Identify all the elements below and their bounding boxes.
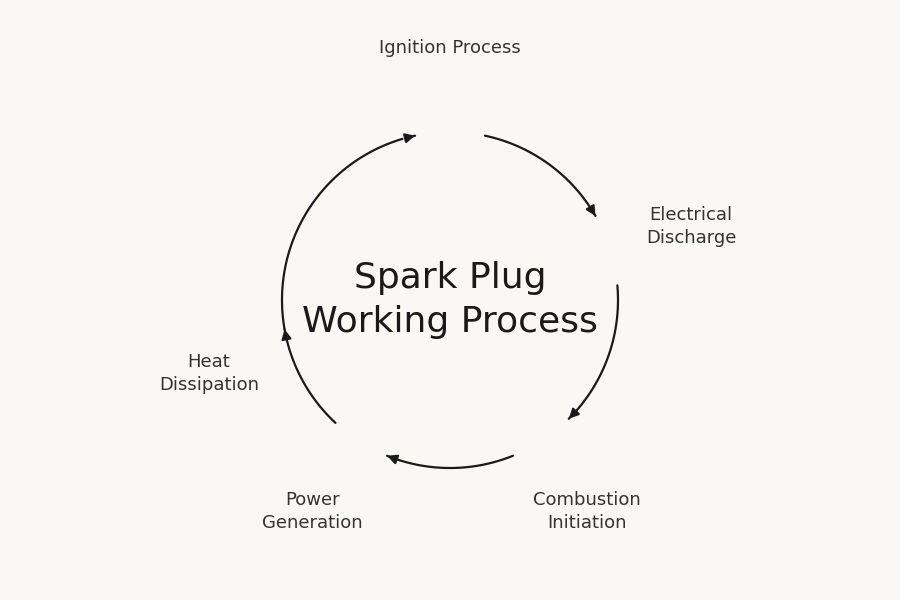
Text: Ignition Process: Ignition Process xyxy=(379,39,521,57)
Text: Heat
Dissipation: Heat Dissipation xyxy=(159,353,259,394)
Text: Spark Plug
Working Process: Spark Plug Working Process xyxy=(302,260,598,340)
Text: Electrical
Discharge: Electrical Discharge xyxy=(646,206,736,247)
Text: Combustion
Initiation: Combustion Initiation xyxy=(534,491,641,532)
Text: Power
Generation: Power Generation xyxy=(263,491,363,532)
